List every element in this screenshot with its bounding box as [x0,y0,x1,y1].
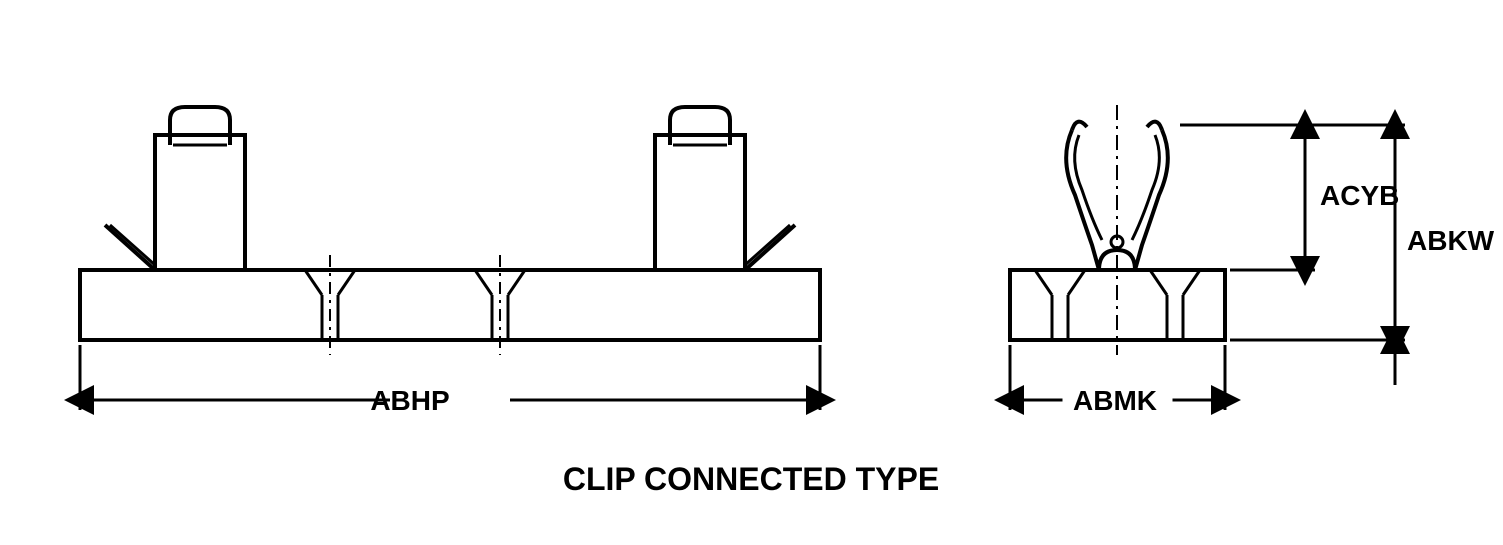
dim-label-acyb: ACYB [1320,180,1399,211]
clip-connected-type-diagram: ABHP ABMK ACYB ABKW CLIP CONNECTED TYPE [0,0,1503,545]
dim-label-abkw: ABKW [1407,225,1495,256]
dim-label-abhp: ABHP [370,385,449,416]
diagram-title: CLIP CONNECTED TYPE [563,461,939,497]
dim-label-abmk: ABMK [1073,385,1157,416]
